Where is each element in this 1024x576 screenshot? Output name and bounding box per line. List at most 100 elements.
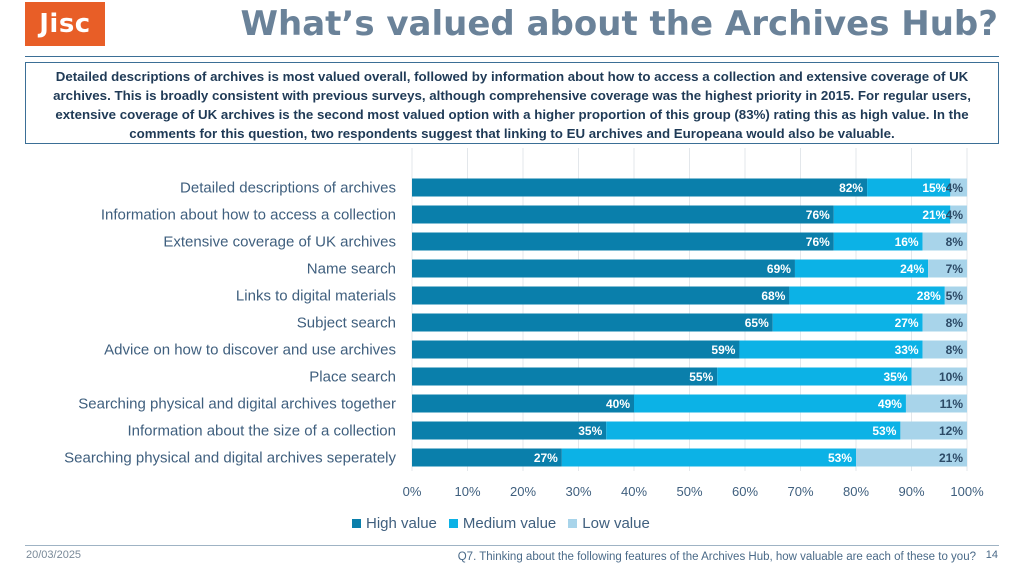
x-tick-label: 80% — [843, 484, 869, 499]
chart-legend: High value Medium value Low value — [352, 515, 650, 532]
x-tick-label: 40% — [621, 484, 647, 499]
bar-medium — [739, 340, 923, 359]
bar-high — [412, 340, 740, 359]
page-title: What’s valued about the Archives Hub? — [240, 4, 999, 44]
data-label-low: 5% — [946, 289, 964, 303]
x-tick-label: 90% — [898, 484, 924, 499]
data-label-low: 8% — [946, 343, 964, 357]
footer-divider — [25, 545, 999, 546]
bar-high — [412, 232, 834, 251]
data-label-low: 11% — [940, 397, 964, 411]
data-label-low: 8% — [946, 235, 964, 249]
data-label-medium: 53% — [872, 424, 896, 438]
legend-item-medium: Medium value — [448, 515, 557, 532]
stacked-bar-chart: 0% 10% 20% 30% 40% 50% 60% 70% 80% 90% 100% Detaile… — [64, 148, 984, 499]
bar-high — [412, 313, 773, 332]
data-label-medium: 21% — [922, 208, 946, 222]
data-label-low: 8% — [946, 316, 964, 330]
category-label: Information about how to access a collec… — [101, 207, 396, 224]
bar-low — [950, 205, 967, 224]
data-label-high: 69% — [767, 262, 791, 276]
data-label-high: 55% — [689, 370, 713, 384]
data-label-low: 7% — [946, 262, 964, 276]
bar-medium — [717, 367, 912, 386]
category-label: Place search — [309, 369, 396, 386]
x-tick-label: 60% — [732, 484, 758, 499]
bar-medium — [789, 286, 945, 305]
category-label: Links to digital materials — [236, 288, 396, 305]
legend-swatch-high — [352, 519, 361, 528]
bar-medium — [833, 205, 951, 224]
data-label-medium: 15% — [922, 181, 946, 195]
x-tick-label: 0% — [403, 484, 422, 499]
category-label: Searching physical and digital archives … — [78, 396, 396, 413]
bar-medium — [833, 232, 923, 251]
bar-medium — [772, 313, 923, 332]
legend-item-high: High value — [352, 515, 437, 532]
title-divider — [25, 56, 999, 57]
bar-low — [928, 259, 967, 278]
bar-high — [412, 178, 868, 197]
bar-medium — [867, 178, 951, 197]
data-label-medium: 49% — [878, 397, 902, 411]
category-label: Subject search — [297, 315, 396, 332]
data-label-medium: 27% — [895, 316, 919, 330]
footer-question: Q7. Thinking about the following feature… — [457, 551, 976, 563]
data-label-low: 21% — [939, 451, 963, 465]
data-label-medium: 16% — [895, 235, 919, 249]
data-label-low: 4% — [946, 181, 964, 195]
data-label-high: 76% — [806, 235, 830, 249]
bar-low — [922, 340, 967, 359]
bar-low — [950, 178, 967, 197]
x-tick-label: 10% — [454, 484, 480, 499]
data-label-low: 4% — [946, 208, 964, 222]
data-label-high: 40% — [606, 397, 630, 411]
data-label-low: 12% — [939, 424, 963, 438]
legend-label-medium: Medium value — [462, 515, 557, 532]
data-label-medium: 24% — [900, 262, 924, 276]
bar-high — [412, 394, 634, 413]
legend-swatch-low — [568, 519, 578, 528]
category-label: Searching physical and digital archives … — [64, 450, 396, 467]
data-label-low: 10% — [939, 370, 963, 384]
category-label: Advice on how to discover and use archiv… — [104, 342, 396, 359]
legend-item-low: Low value — [568, 515, 650, 532]
category-label: Name search — [307, 261, 396, 278]
x-tick-label: 50% — [676, 484, 702, 499]
bar-low — [944, 286, 967, 305]
bar-high — [412, 421, 607, 440]
x-tick-label: 20% — [510, 484, 536, 499]
bar-low — [905, 394, 967, 413]
legend-label-high: High value — [366, 515, 437, 532]
jisc-logo: Jisc — [25, 2, 105, 46]
data-label-medium: 33% — [895, 343, 919, 357]
data-label-high: 82% — [839, 181, 863, 195]
bar-high — [412, 448, 562, 467]
category-label: Extensive coverage of UK archives — [163, 234, 396, 251]
bar-medium — [561, 448, 856, 467]
data-label-high: 59% — [711, 343, 735, 357]
bar-high — [412, 367, 718, 386]
bar-high — [412, 205, 834, 224]
data-label-medium: 53% — [828, 451, 852, 465]
data-label-high: 35% — [578, 424, 602, 438]
data-label-medium: 35% — [883, 370, 907, 384]
data-label-high: 68% — [761, 289, 785, 303]
footer-date: 20/03/2025 — [26, 549, 82, 561]
bar-high — [412, 259, 795, 278]
page-number: 14 — [985, 549, 998, 561]
category-label: Detailed descriptions of archives — [180, 180, 396, 197]
summary-box: Detailed descriptions of archives is mos… — [25, 62, 999, 144]
legend-label-low: Low value — [582, 515, 650, 532]
x-tick-label: 100% — [950, 484, 984, 499]
bar-low — [911, 367, 967, 386]
bar-high — [412, 286, 790, 305]
bar-medium — [634, 394, 906, 413]
bar-medium — [606, 421, 901, 440]
category-label: Information about the size of a collecti… — [128, 423, 397, 440]
bar-low — [922, 232, 967, 251]
x-tick-label: 30% — [565, 484, 591, 499]
bar-low — [856, 448, 967, 467]
bar-low — [900, 421, 967, 440]
data-label-high: 76% — [806, 208, 830, 222]
